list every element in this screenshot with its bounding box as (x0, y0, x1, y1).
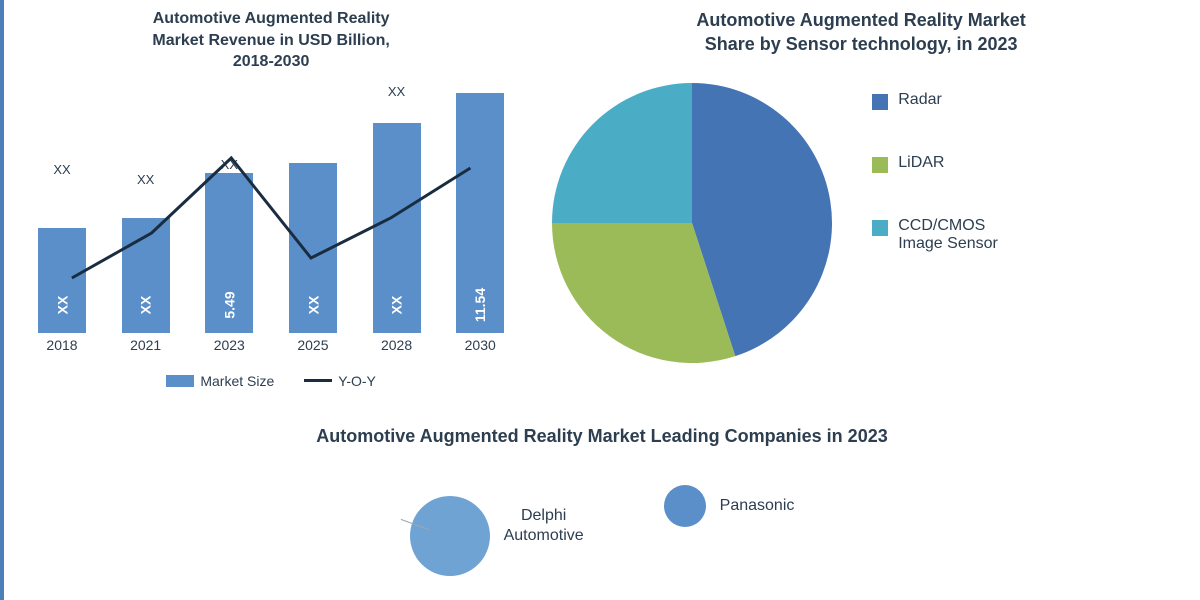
legend-yoy: Y-O-Y (304, 373, 376, 389)
bar-value-label: XX (305, 295, 321, 314)
bar-title-line2: Market Revenue in USD Billion, (152, 32, 389, 49)
bar-chart-area: XX XX XX XX XX 5.49 XX XX XX 11.54 2018 2021 2023 20… (24, 83, 518, 363)
revenue-bar: 5.49 (205, 173, 253, 333)
pie-legend-label: CCD/CMOSImage Sensor (898, 217, 998, 253)
bar-value-label: 11.54 (472, 288, 488, 322)
bar-slot: 11.54 (450, 83, 510, 333)
revenue-bar: XX (373, 123, 421, 333)
company-item: DelphiAutomotive (410, 476, 584, 576)
company-item: Panasonic (664, 485, 795, 527)
x-axis-label: 2028 (367, 337, 427, 353)
bar-top-label: XX (388, 84, 405, 99)
yoy-swatch (304, 379, 332, 382)
pie-legend-label: LiDAR (898, 154, 944, 172)
bar-top-label: XX (53, 162, 70, 177)
bar-slot: XX XX (116, 83, 176, 333)
revenue-bar: XX (289, 163, 337, 333)
company-bubble (410, 496, 490, 576)
pie-legend: Radar LiDAR CCD/CMOSImage Sensor (842, 73, 1180, 253)
bar-chart-title: Automotive Augmented Reality Market Reve… (24, 8, 518, 73)
pie-legend-item: LiDAR (872, 154, 1180, 173)
bar-chart-legend: Market Size Y-O-Y (24, 373, 518, 389)
bar-title-line3: 2018-2030 (233, 53, 310, 70)
pie-swatch (872, 94, 888, 110)
x-axis-label: 2025 (283, 337, 343, 353)
pie-legend-label: Radar (898, 91, 942, 109)
pie-title-line2: Share by Sensor technology, in 2023 (705, 34, 1018, 54)
bubble-tick (400, 519, 429, 530)
company-label: DelphiAutomotive (504, 506, 584, 548)
bar-slot: XX XX (32, 83, 92, 333)
market-size-swatch (166, 375, 194, 387)
pie-title-line1: Automotive Augmented Reality Market (696, 10, 1025, 30)
x-axis-label: 2030 (450, 337, 510, 353)
bar-slot: XX (283, 83, 343, 333)
bar-slot: XX XX (367, 83, 427, 333)
leading-companies-section: Automotive Augmented Reality Market Lead… (4, 420, 1200, 576)
revenue-bar: XX (122, 218, 170, 333)
legend-market-size: Market Size (166, 373, 274, 389)
revenue-bar: XX (38, 228, 86, 333)
pie-legend-item: Radar (872, 91, 1180, 110)
legend-yoy-label: Y-O-Y (338, 373, 376, 389)
pie-legend-item: CCD/CMOSImage Sensor (872, 217, 1180, 253)
x-axis-label: 2023 (199, 337, 259, 353)
company-bubble (664, 485, 706, 527)
x-axis-label: 2018 (32, 337, 92, 353)
sensor-pie-chart: Automotive Augmented Reality Market Shar… (530, 0, 1200, 420)
pie-swatch (872, 157, 888, 173)
bar-title-line1: Automotive Augmented Reality (153, 10, 390, 27)
revenue-bar-chart: Automotive Augmented Reality Market Reve… (4, 0, 530, 420)
bar-value-label: XX (54, 295, 70, 314)
bar-value-label: XX (138, 295, 154, 314)
pie-chart-title: Automotive Augmented Reality Market Shar… (542, 8, 1180, 57)
company-label: Panasonic (720, 496, 795, 517)
bar-top-label: XX (137, 172, 154, 187)
companies-title: Automotive Augmented Reality Market Lead… (4, 424, 1200, 448)
pie-svg (542, 73, 842, 373)
bar-value-label: XX (389, 295, 405, 314)
companies-row: DelphiAutomotive Panasonic (4, 476, 1200, 576)
pie-wrap (542, 73, 842, 373)
revenue-bar: 11.54 (456, 93, 504, 333)
legend-market-size-label: Market Size (200, 373, 274, 389)
bar-slot: XX 5.49 (199, 83, 259, 333)
bar-value-label: 5.49 (221, 291, 237, 318)
x-axis-label: 2021 (116, 337, 176, 353)
pie-swatch (872, 220, 888, 236)
pie-slice (552, 83, 692, 223)
bar-top-label: XX (221, 157, 238, 172)
